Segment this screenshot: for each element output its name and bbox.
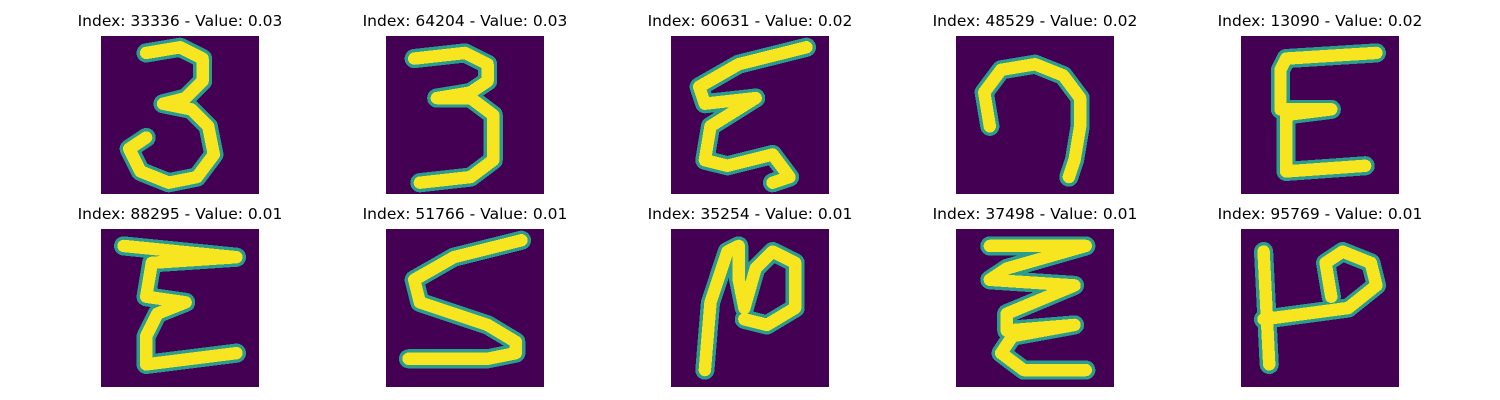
panel-3: Index: 60631 - Value: 0.02 [640, 12, 860, 194]
glyph-stroke [693, 41, 813, 189]
panel-title: Index: 33336 - Value: 0.03 [77, 12, 283, 30]
glyph-image [1241, 229, 1399, 387]
panel-5: Index: 13090 - Value: 0.02 [1210, 12, 1430, 194]
glyph-stroke [408, 46, 500, 189]
glyph-stroke [698, 239, 802, 377]
glyph-stroke [123, 41, 221, 189]
glyph-image [671, 229, 829, 387]
panel-title: Index: 60631 - Value: 0.02 [647, 12, 853, 30]
glyph-image [671, 36, 829, 194]
glyph-image [956, 229, 1114, 387]
glyph-stroke [1257, 245, 1383, 371]
glyph-stroke [402, 234, 528, 365]
panel-title: Index: 95769 - Value: 0.01 [1217, 205, 1423, 223]
panel-title: Index: 64204 - Value: 0.03 [362, 12, 568, 30]
panel-7: Index: 51766 - Value: 0.01 [355, 205, 575, 387]
glyph-stroke [1274, 46, 1383, 178]
glyph-stroke [983, 239, 1092, 377]
panel-title: Index: 35254 - Value: 0.01 [647, 205, 853, 223]
panel-8: Index: 35254 - Value: 0.01 [640, 205, 860, 387]
panel-2: Index: 64204 - Value: 0.03 [355, 12, 575, 194]
glyph-image [956, 36, 1114, 194]
glyph-image [101, 229, 259, 387]
glyph-image [386, 229, 544, 387]
panel-title: Index: 13090 - Value: 0.02 [1217, 12, 1423, 30]
panel-title: Index: 37498 - Value: 0.01 [932, 205, 1138, 223]
glyph-image [1241, 36, 1399, 194]
panel-4: Index: 48529 - Value: 0.02 [925, 12, 1145, 194]
glyph-image [386, 36, 544, 194]
panel-title: Index: 51766 - Value: 0.01 [362, 205, 568, 223]
panel-10: Index: 95769 - Value: 0.01 [1210, 205, 1430, 387]
panel-6: Index: 88295 - Value: 0.01 [70, 205, 290, 387]
glyph-stroke [978, 58, 1087, 184]
panel-9: Index: 37498 - Value: 0.01 [925, 205, 1145, 387]
glyph-stroke [117, 239, 243, 371]
panel-1: Index: 33336 - Value: 0.03 [70, 12, 290, 194]
panel-title: Index: 48529 - Value: 0.02 [932, 12, 1138, 30]
glyph-image [101, 36, 259, 194]
panel-title: Index: 88295 - Value: 0.01 [77, 205, 283, 223]
